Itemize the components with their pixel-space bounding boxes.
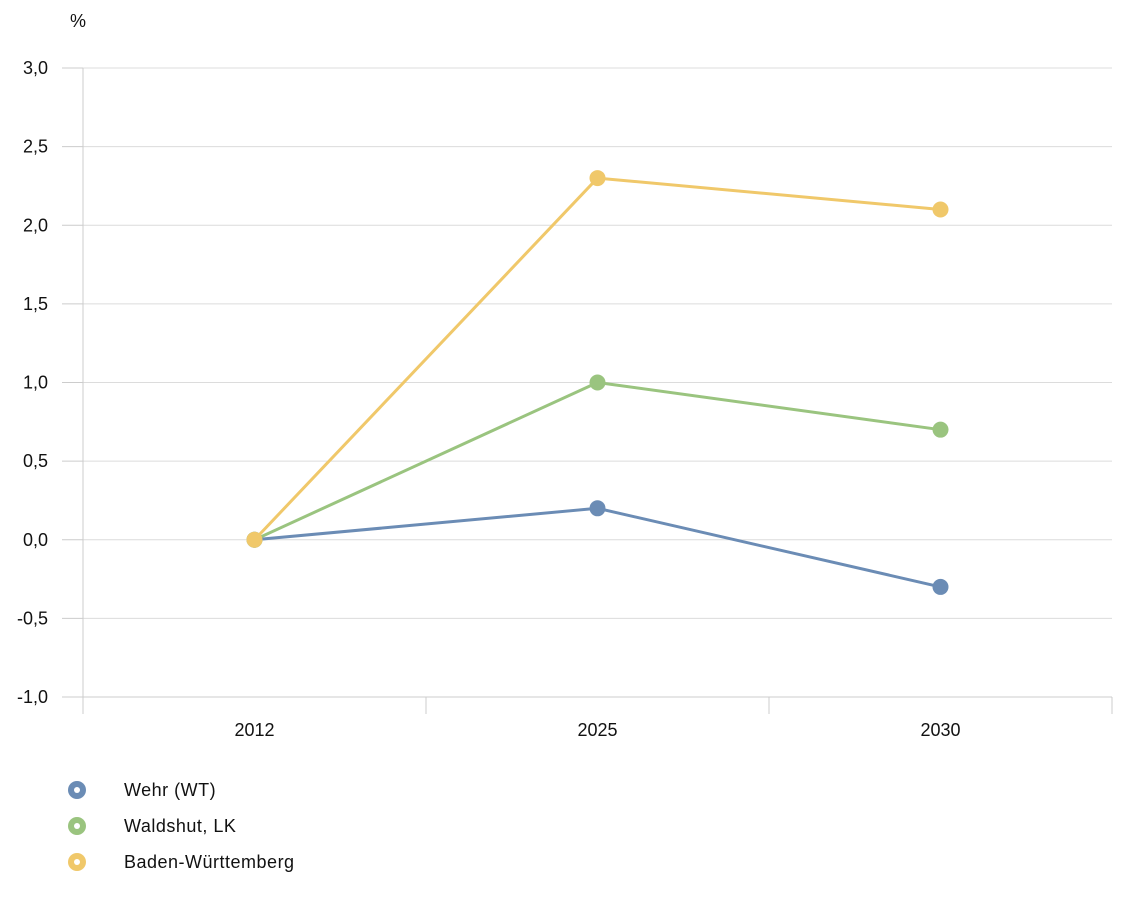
series-line: [253, 176, 941, 541]
y-tick-label: 2,5: [23, 137, 48, 157]
axis-layer: 3,0 2,5 2,0 1,5 1,0 0,5 0,0 -0,5 -1,0 2012 2025 203…: [17, 58, 1113, 740]
y-tick-label: 0,5: [23, 451, 48, 471]
series-layer: [246, 170, 949, 595]
y-tick-label: -1,0: [17, 687, 48, 707]
legend-marker-icon: [68, 817, 86, 835]
x-tick-label: 2012: [234, 720, 274, 740]
data-point: [932, 201, 949, 218]
y-tick-label: 2,0: [23, 215, 48, 235]
y-tick-label: 1,5: [23, 294, 48, 314]
legend-label: Waldshut, LK: [124, 815, 237, 836]
legend-label: Baden-Württemberg: [124, 851, 295, 872]
data-point: [932, 421, 949, 438]
legend-item-wehr[interactable]: Wehr (WT): [68, 780, 295, 800]
y-tick-label: -0,5: [17, 608, 48, 628]
y-tick-label: 0,0: [23, 530, 48, 550]
data-point: [589, 374, 606, 391]
data-point: [932, 578, 949, 595]
data-point: [589, 500, 606, 517]
x-tick-label: 2025: [577, 720, 617, 740]
series-line: [254, 506, 941, 589]
legend-item-baden-wuerttemberg[interactable]: Baden-Württemberg: [68, 852, 295, 872]
legend-marker-icon: [68, 853, 86, 871]
legend-item-waldshut[interactable]: Waldshut, LK: [68, 816, 295, 836]
data-point: [246, 531, 263, 548]
data-point: [589, 170, 606, 187]
legend: Wehr (WT) Waldshut, LK Baden-Württemberg: [68, 780, 295, 888]
x-tick-label: 2030: [920, 720, 960, 740]
legend-label: Wehr (WT): [124, 779, 217, 800]
y-axis-unit-label: %: [70, 11, 86, 31]
legend-marker-icon: [68, 781, 86, 799]
y-tick-label: 3,0: [23, 58, 48, 78]
y-tick-label: 1,0: [23, 373, 48, 393]
